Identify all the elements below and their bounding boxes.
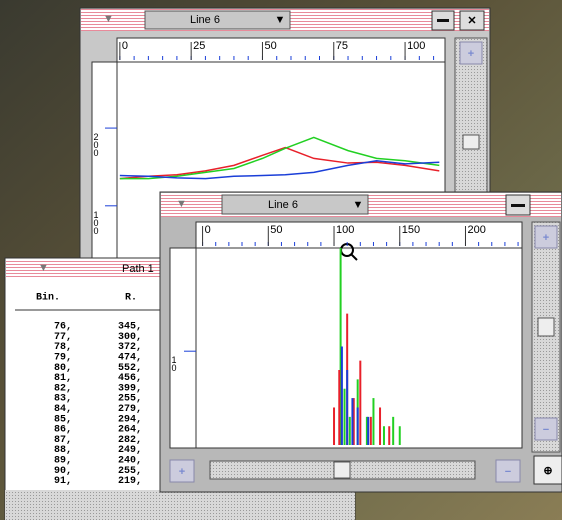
table-cell: 552, (118, 363, 142, 374)
x-tick-label: 50 (270, 224, 282, 236)
x-tick-label: 0 (205, 224, 211, 236)
y-axis-panel (91, 61, 118, 269)
table-cell: 84, (54, 404, 72, 415)
x-tick-label: 50 (264, 40, 276, 52)
table-cell: 83, (54, 394, 72, 405)
scrollbar[interactable] (531, 221, 561, 453)
table-cell: 255, (118, 394, 142, 405)
y-axis-panel (169, 247, 197, 449)
table-cell: 300, (118, 332, 142, 343)
window-title: Line 6 (268, 199, 298, 211)
y-tick-label: 200 (91, 132, 101, 156)
table-cell: 90, (54, 466, 72, 477)
table-cell: 88, (54, 445, 72, 456)
x-tick-label: 150 (402, 224, 420, 236)
window: ▼ Line 6 ▼ + − + − ⊕ 0 50 100 150 200 10 (159, 191, 562, 493)
menu-arrow[interactable]: ▼ (176, 198, 187, 210)
zoom-out-button[interactable] (495, 459, 521, 483)
scroll-thumb[interactable] (537, 317, 555, 337)
dropdown-arrow[interactable]: ▼ (275, 14, 286, 26)
x-tick-label: 75 (336, 40, 348, 52)
data-line (119, 159, 440, 180)
table-cell: 294, (118, 414, 142, 425)
table-cell: 86, (54, 425, 72, 436)
x-tick-label: 200 (467, 224, 485, 236)
dropdown-arrow[interactable]: ▼ (353, 199, 364, 211)
window-title: Line 6 (190, 14, 220, 26)
table-cell: 474, (118, 353, 142, 364)
table-cell: 78, (54, 342, 72, 353)
window-title: Path 1 (122, 263, 154, 275)
x-tick-label: 25 (193, 40, 205, 52)
crosshair-button[interactable] (533, 455, 562, 485)
table-cell: 279, (118, 404, 142, 415)
table-cell: 282, (118, 435, 142, 446)
column-header: Bin. (36, 292, 60, 304)
x-tick-label: 100 (407, 40, 425, 52)
table-cell: 255, (118, 466, 142, 477)
ruler (116, 37, 446, 63)
table-cell: 81, (54, 373, 72, 384)
table-cell: 345, (118, 322, 142, 333)
data-line (119, 146, 440, 180)
zoom-in-button[interactable] (169, 459, 195, 483)
table-cell: 249, (118, 445, 142, 456)
table-cell: 80, (54, 363, 72, 374)
table-cell: 399, (118, 383, 142, 394)
table-cell: 85, (54, 414, 72, 425)
close-button[interactable] (459, 10, 485, 31)
title-box[interactable] (144, 10, 291, 30)
table-cell: 79, (54, 353, 72, 364)
table-cell: 91, (54, 476, 72, 487)
scroll-thumb[interactable] (462, 134, 480, 150)
svg-text:−: − (505, 466, 511, 478)
table-cell: 456, (118, 373, 142, 384)
svg-text:−: − (543, 424, 549, 436)
data-line (119, 136, 440, 180)
table-cell: 219, (118, 476, 142, 487)
svg-text:⊕: ⊕ (543, 465, 552, 477)
menu-arrow[interactable]: ▼ (103, 13, 114, 25)
x-tick-label: 100 (336, 224, 354, 236)
title-box[interactable] (221, 194, 369, 215)
menu-arrow[interactable]: ▼ (38, 262, 49, 274)
table-cell: 264, (118, 425, 142, 436)
table-cell: 372, (118, 342, 142, 353)
ruler (195, 221, 523, 249)
table-cell: 240, (118, 456, 142, 467)
x-tick-label: 0 (122, 40, 128, 52)
scroll-thumb[interactable] (333, 461, 351, 479)
svg-text:+: + (543, 232, 549, 244)
plot-area (195, 247, 523, 449)
table-cell: 87, (54, 435, 72, 446)
table-cell: 77, (54, 332, 72, 343)
table-cell: 76, (54, 322, 72, 333)
column-header: R. (125, 293, 137, 304)
table-cell: 82, (54, 383, 72, 394)
svg-text:+: + (179, 466, 185, 478)
table-cell: 89, (54, 456, 72, 467)
svg-text:+: + (468, 48, 474, 60)
y-tick-label: 100 (91, 210, 101, 234)
y-tick-label: 10 (169, 355, 179, 371)
svg-text:✕: ✕ (467, 15, 476, 27)
